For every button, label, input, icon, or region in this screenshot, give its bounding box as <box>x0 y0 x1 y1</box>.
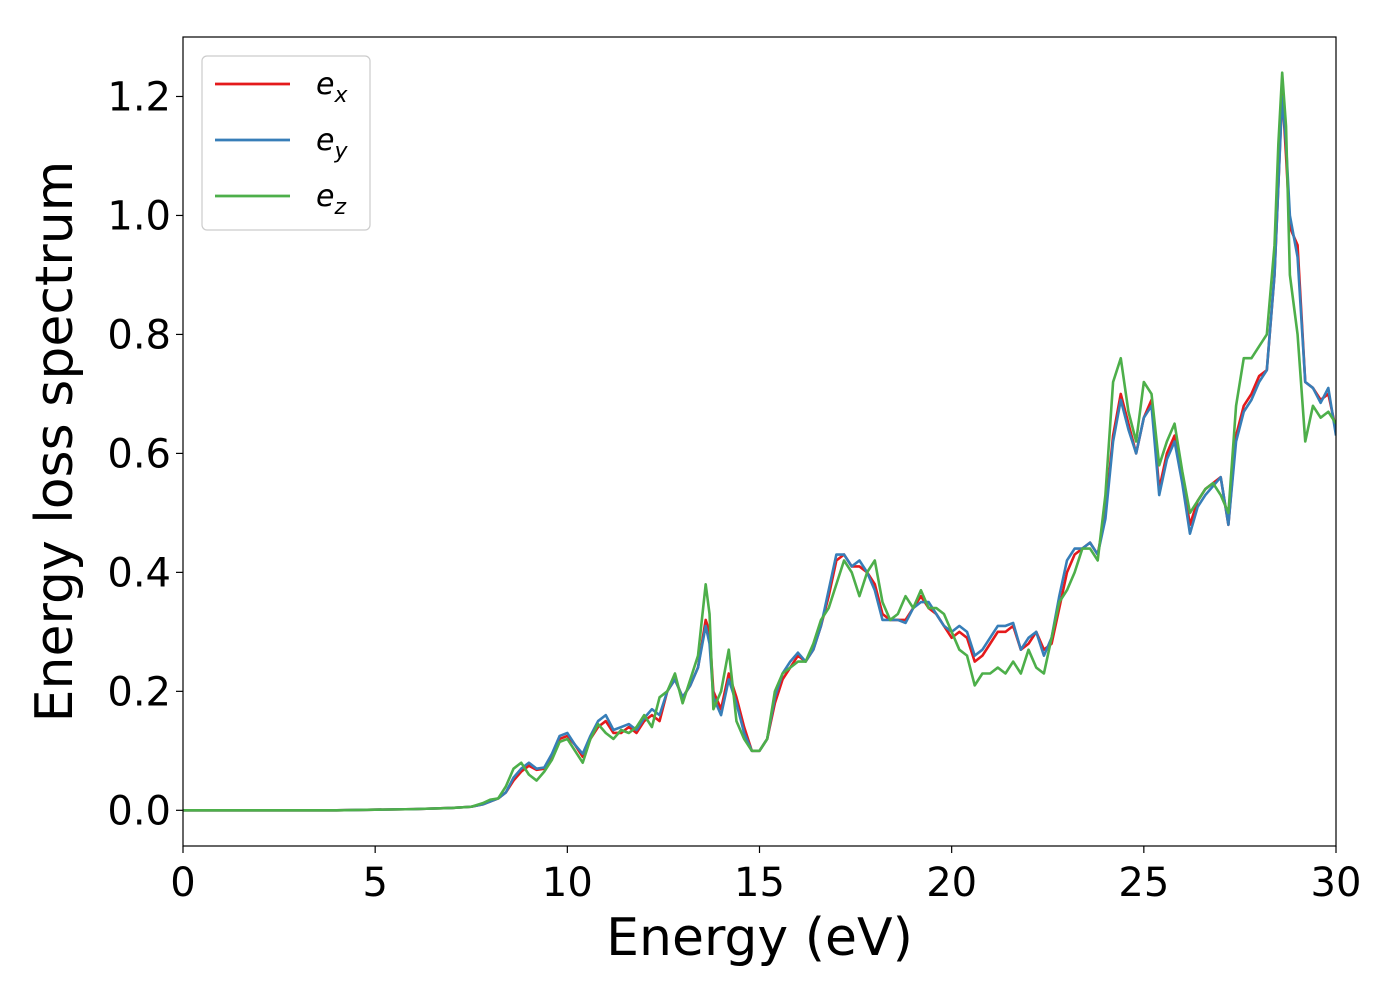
legend: ex ey ez <box>201 55 371 231</box>
x-tick-label: 30 <box>1311 860 1362 906</box>
x-tick-label: 5 <box>362 860 387 906</box>
y-tick-label: 1.0 <box>107 193 171 239</box>
y-tick-label: 0.2 <box>107 669 171 715</box>
x-tick-label: 15 <box>734 860 785 906</box>
plot-lines <box>183 71 1336 812</box>
legend-label-e-y: ey <box>316 123 348 164</box>
x-tick-label: 10 <box>542 860 593 906</box>
legend-label-e-x: ex <box>316 67 348 108</box>
series-line-e-z <box>183 71 1336 812</box>
legend-label-e-z: ez <box>316 179 346 220</box>
y-axis-title: Energy loss spectrum <box>25 161 85 723</box>
x-tick-label: 0 <box>170 860 195 906</box>
y-tick-label: 0.8 <box>107 312 171 358</box>
x-axis-ticks: 0 5 10 15 20 25 30 <box>170 846 1361 906</box>
y-tick-label: 0.4 <box>107 550 171 596</box>
x-tick-label: 25 <box>1118 860 1169 906</box>
y-tick-label: 1.2 <box>107 74 171 120</box>
x-tick-label: 20 <box>926 860 977 906</box>
legend-box <box>201 55 371 231</box>
y-tick-label: 0.6 <box>107 431 171 477</box>
x-axis-title: Energy (eV) <box>606 908 913 968</box>
y-axis-ticks: 0.0 0.2 0.4 0.6 0.8 1.0 1.2 <box>107 74 183 834</box>
y-tick-label: 0.0 <box>107 788 171 834</box>
